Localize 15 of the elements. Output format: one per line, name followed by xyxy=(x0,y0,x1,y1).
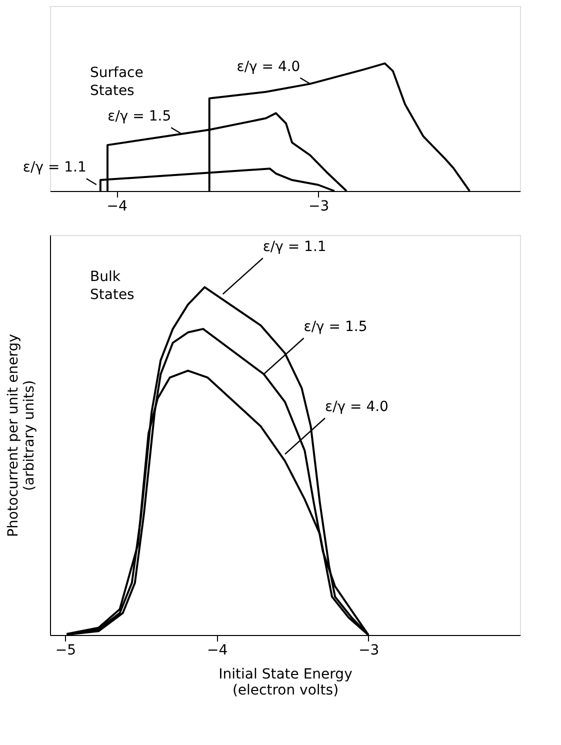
annotation: ε/γ = 1.1 xyxy=(22,160,86,176)
x-tick-label: −3 xyxy=(308,198,330,214)
x-axis-title: Initial State Energy (electron volts) xyxy=(218,666,352,698)
x-tick-label: −5 xyxy=(55,642,76,658)
text: Surface States xyxy=(90,65,144,99)
annotation: ε/γ = 4.0 xyxy=(325,399,388,416)
chart-title: Bulk States xyxy=(90,269,134,303)
x-tick-label: −4 xyxy=(106,198,128,214)
y-axis-title: Photocurrent per unit energy (arbitrary units) xyxy=(6,334,38,537)
x-tick-label: −4 xyxy=(206,642,228,658)
x-tick-label: −3 xyxy=(358,642,380,658)
annotation: ε/γ = 1.5 xyxy=(108,108,172,125)
annotation: ε/γ = 1.1 xyxy=(262,239,326,256)
annotation: ε/γ = 4.0 xyxy=(236,58,300,75)
annotation: ε/γ = 1.5 xyxy=(304,319,368,336)
